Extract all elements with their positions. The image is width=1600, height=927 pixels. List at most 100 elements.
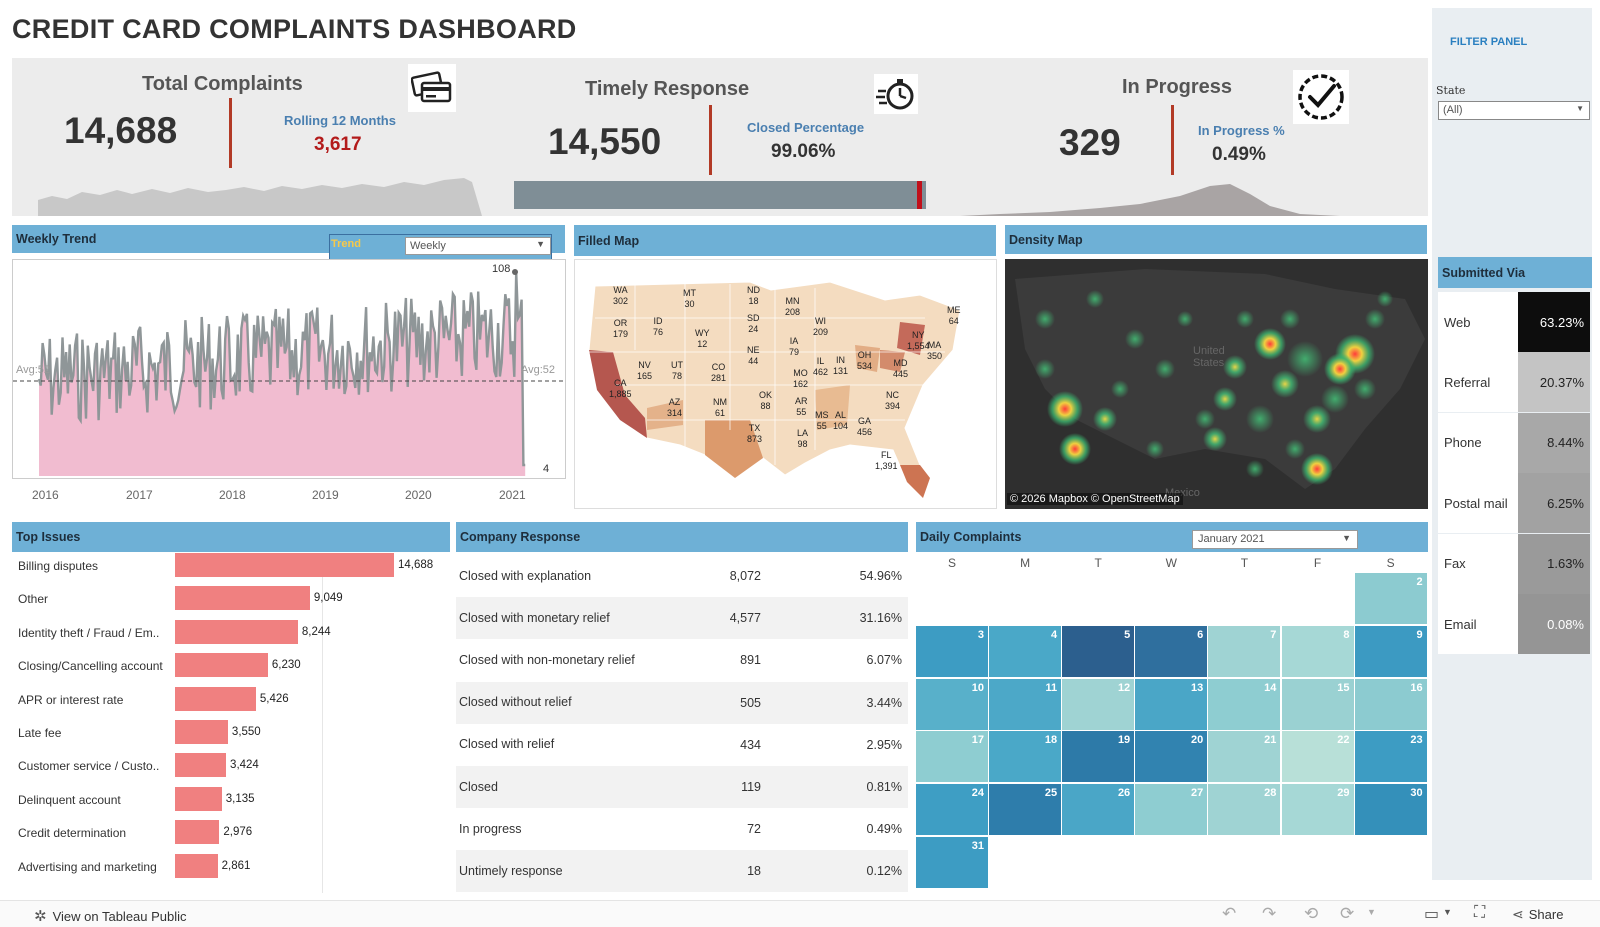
calendar-day[interactable]: 16 <box>1354 678 1427 730</box>
weekday-label: F <box>1313 556 1322 570</box>
chevron-down-icon[interactable]: ▼ <box>1367 907 1376 917</box>
submitted-via-row[interactable]: Phone 8.44% <box>1438 412 1590 473</box>
issue-bar[interactable] <box>175 553 394 577</box>
filled-map-area[interactable]: WA 302 OR 179 CA 1,885 ID 76 NV 165 MT 30 WY 12 UT 78 AZ… <box>574 259 997 509</box>
fullscreen-icon[interactable]: ⛶ <box>1474 904 1486 921</box>
calendar-day[interactable]: 28 <box>1208 784 1281 836</box>
redo-icon[interactable]: ↷ <box>1262 904 1277 923</box>
calendar-day[interactable]: 4 <box>989 625 1062 677</box>
view-on-tableau-link[interactable]: ✲ View on Tableau Public <box>34 907 187 925</box>
issue-bar[interactable] <box>175 853 218 878</box>
state-code: NC <box>886 390 900 400</box>
submitted-via-row[interactable]: Fax 1.63% <box>1438 533 1590 594</box>
submitted-via-row[interactable]: Web 63.23% <box>1438 292 1590 352</box>
calendar-day[interactable]: 24 <box>916 784 988 836</box>
submitted-via-row[interactable]: Referral 20.37% <box>1438 352 1590 413</box>
calendar-day[interactable]: 31 <box>916 837 988 888</box>
comment-icon[interactable]: ▭ <box>1424 906 1440 923</box>
state-value: 209 <box>813 327 829 337</box>
state-value: 281 <box>711 373 727 383</box>
state-label-me: ME 64 <box>947 305 961 327</box>
calendar-day[interactable]: 7 <box>1208 625 1281 677</box>
chevron-down-icon: ▼ <box>1342 533 1351 543</box>
submitted-via-row[interactable]: Postal mail 6.25% <box>1438 473 1590 534</box>
issue-bar[interactable] <box>175 619 298 644</box>
weekday-label: W <box>1165 556 1177 570</box>
year-tick: 2020 <box>405 488 432 502</box>
issue-bar[interactable] <box>175 820 220 845</box>
in-progress-label: In Progress <box>1122 76 1233 98</box>
weekly-trend-chart <box>13 269 565 476</box>
table-row[interactable]: Closed 119 0.81% <box>456 766 908 808</box>
calendar-day[interactable]: 22 <box>1281 731 1354 783</box>
table-row[interactable]: Closed without relief 505 3.44% <box>456 681 908 724</box>
calendar-day[interactable]: 5 <box>1062 625 1135 677</box>
via-label: Email <box>1438 594 1518 654</box>
calendar-day[interactable]: 12 <box>1062 678 1135 730</box>
calendar-day[interactable]: 26 <box>1062 784 1135 836</box>
filled-map-header: Filled Map <box>574 225 996 256</box>
map-attribution[interactable]: © 2026 Mapbox © OpenStreetMap <box>1007 493 1183 505</box>
calendar-day[interactable]: 17 <box>916 731 988 783</box>
table-row[interactable]: Closed with relief 434 2.95% <box>456 723 908 766</box>
calendar-day[interactable]: 9 <box>1354 625 1427 677</box>
response-label: Closed without relief <box>459 695 572 710</box>
trend-select[interactable]: Weekly ▼ <box>405 237 551 255</box>
table-row[interactable]: Untimely response 18 0.12% <box>456 850 908 893</box>
table-row[interactable]: Closed with non-monetary relief 891 6.07% <box>456 639 908 682</box>
calendar-day[interactable]: 20 <box>1135 731 1208 783</box>
issue-bar[interactable] <box>175 653 268 678</box>
table-row[interactable]: Closed with monetary relief 4,577 31.16% <box>456 597 908 640</box>
chevron-down-icon[interactable]: ▼ <box>1443 907 1452 917</box>
calendar-grid: S M T W T F S 2 3 4 5 6 7 8 9 10 11 12 13 14 15 16 17 18 19 20 21 2… <box>916 556 1428 892</box>
dashboard-title: CREDIT CARD COMPLAINTS DASHBOARD <box>12 14 577 44</box>
state-code: OK <box>759 390 773 400</box>
top-issues-title: Top Issues <box>16 530 81 544</box>
state-code: ND <box>747 285 760 295</box>
submitted-via-row[interactable]: Email 0.08% <box>1438 594 1590 654</box>
issue-bar[interactable] <box>175 753 227 778</box>
issue-bar[interactable] <box>175 586 310 611</box>
calendar-day[interactable]: 19 <box>1062 731 1135 783</box>
issue-label: Late fee <box>18 726 62 740</box>
issue-bar[interactable] <box>175 720 228 744</box>
density-spot <box>1155 359 1175 379</box>
year-tick: 2018 <box>219 488 246 502</box>
table-row[interactable]: In progress 72 0.49% <box>456 808 908 851</box>
calendar-day[interactable]: 2 <box>1354 573 1427 624</box>
calendar-day[interactable]: 21 <box>1208 731 1281 783</box>
calendar-day[interactable]: 14 <box>1208 678 1281 730</box>
response-count: 72 <box>747 822 761 837</box>
share-button[interactable]: ⋖ Share <box>1512 906 1563 923</box>
calendar-day[interactable]: 13 <box>1135 678 1208 730</box>
undo-icon[interactable]: ↶ <box>1222 904 1237 923</box>
calendar-day[interactable]: 15 <box>1281 678 1354 730</box>
revert-icon[interactable]: ⟲ <box>1304 904 1319 923</box>
state-filter-select[interactable]: (All) ▼ <box>1438 101 1590 120</box>
calendar-day[interactable]: 11 <box>989 678 1062 730</box>
calendar-day[interactable]: 6 <box>1135 625 1208 677</box>
issue-bar[interactable] <box>175 786 222 811</box>
refresh-icon[interactable]: ⟳ <box>1340 904 1355 923</box>
issue-value: 3,135 <box>225 792 255 805</box>
calendar-day[interactable]: 23 <box>1354 731 1427 783</box>
calendar-day[interactable]: 10 <box>916 678 988 730</box>
calendar-day[interactable]: 29 <box>1281 784 1354 836</box>
calendar-day[interactable]: 25 <box>989 784 1062 836</box>
daily-complaints-title: Daily Complaints <box>920 530 1022 544</box>
state-value: 445 <box>893 369 909 379</box>
issue-bar[interactable] <box>175 686 256 711</box>
calendar-day[interactable]: 18 <box>989 731 1062 783</box>
response-count: 891 <box>740 653 761 668</box>
calendar-day[interactable]: 30 <box>1354 784 1427 836</box>
calendar-day[interactable]: 3 <box>916 625 988 677</box>
month-select[interactable]: January 2021 ▼ <box>1192 530 1358 549</box>
table-row[interactable]: Closed with explanation 8,072 54.96% <box>456 555 908 597</box>
state-label-mt: MT 30 <box>683 288 696 310</box>
response-pct: 6.07% <box>866 653 902 668</box>
calendar-day[interactable]: 8 <box>1281 625 1354 677</box>
calendar-day[interactable]: 27 <box>1135 784 1208 836</box>
company-response-title: Company Response <box>460 530 581 544</box>
state-code: NY <box>912 330 925 340</box>
density-map-area[interactable]: United States Mexico © 2026 Mapbox © Ope… <box>1005 259 1428 509</box>
